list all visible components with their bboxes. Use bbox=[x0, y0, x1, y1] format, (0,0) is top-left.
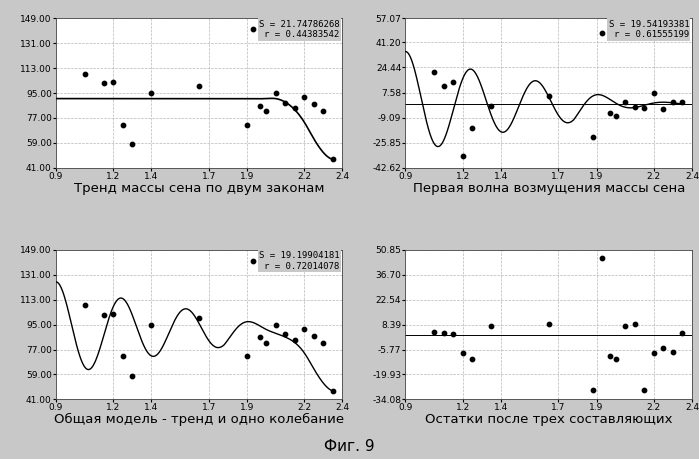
Point bbox=[629, 320, 640, 327]
Point bbox=[79, 302, 90, 309]
Point bbox=[98, 311, 109, 319]
Point bbox=[668, 348, 679, 355]
Point bbox=[639, 104, 650, 111]
Point bbox=[247, 257, 258, 265]
Point bbox=[597, 30, 608, 37]
Point bbox=[308, 332, 319, 339]
Point bbox=[108, 310, 119, 317]
Text: Остатки после трех составляющих: Остатки после трех составляющих bbox=[425, 413, 672, 426]
Text: S = 19.19904181
r = 0.72014078: S = 19.19904181 r = 0.72014078 bbox=[259, 252, 340, 271]
Point bbox=[194, 314, 205, 321]
Point bbox=[247, 26, 258, 33]
Point bbox=[108, 78, 119, 86]
Point bbox=[261, 339, 272, 346]
Point bbox=[298, 325, 310, 332]
Text: S = 21.74786268
r = 0.44383542: S = 21.74786268 r = 0.44383542 bbox=[259, 20, 340, 39]
Point bbox=[270, 321, 281, 328]
Point bbox=[308, 101, 319, 108]
Point bbox=[241, 353, 252, 360]
Point bbox=[677, 98, 688, 105]
Point bbox=[629, 103, 640, 111]
Point bbox=[604, 353, 615, 360]
Point bbox=[677, 330, 688, 337]
Point bbox=[668, 98, 679, 105]
Point bbox=[117, 121, 129, 129]
Point bbox=[254, 333, 266, 341]
Point bbox=[79, 70, 90, 78]
Point bbox=[486, 102, 497, 110]
Point bbox=[648, 349, 659, 356]
Point bbox=[467, 124, 478, 132]
Point bbox=[604, 109, 615, 117]
Point bbox=[146, 90, 157, 97]
Point bbox=[327, 156, 338, 163]
Point bbox=[597, 254, 608, 261]
Point bbox=[619, 323, 630, 330]
Point bbox=[280, 99, 291, 106]
Point bbox=[639, 386, 650, 393]
Point bbox=[428, 69, 440, 76]
Point bbox=[486, 323, 497, 330]
Point bbox=[648, 89, 659, 96]
Point bbox=[98, 80, 109, 87]
Point bbox=[467, 355, 478, 363]
Point bbox=[610, 112, 621, 119]
Point bbox=[587, 386, 598, 393]
Point bbox=[658, 106, 669, 113]
Text: Первая волна возмущения массы сена: Первая волна возмущения массы сена bbox=[412, 181, 685, 195]
Point bbox=[610, 355, 621, 363]
Point bbox=[117, 353, 129, 360]
Text: Общая модель - тренд и одно колебание: Общая модель - тренд и одно колебание bbox=[54, 413, 344, 426]
Point bbox=[318, 339, 329, 346]
Point bbox=[194, 83, 205, 90]
Point bbox=[438, 330, 449, 337]
Point bbox=[447, 330, 459, 338]
Text: Фиг. 9: Фиг. 9 bbox=[324, 439, 375, 454]
Point bbox=[241, 121, 252, 129]
Point bbox=[318, 107, 329, 115]
Point bbox=[543, 93, 554, 100]
Point bbox=[280, 330, 291, 338]
Point bbox=[457, 153, 468, 160]
Point bbox=[289, 336, 301, 343]
Point bbox=[254, 102, 266, 109]
Point bbox=[261, 107, 272, 115]
Point bbox=[619, 99, 630, 106]
Point bbox=[658, 345, 669, 352]
Point bbox=[127, 372, 138, 380]
Point bbox=[428, 329, 440, 336]
Point bbox=[457, 349, 468, 356]
Text: Тренд массы сена по двум законам: Тренд массы сена по двум законам bbox=[74, 181, 324, 195]
Point bbox=[298, 94, 310, 101]
Point bbox=[438, 82, 449, 90]
Point bbox=[327, 387, 338, 395]
Point bbox=[587, 133, 598, 140]
Point bbox=[270, 90, 281, 97]
Point bbox=[543, 320, 554, 327]
Text: S = 19.54193381
r = 0.61555199: S = 19.54193381 r = 0.61555199 bbox=[609, 20, 689, 39]
Point bbox=[447, 78, 459, 86]
Point bbox=[146, 321, 157, 328]
Point bbox=[127, 140, 138, 148]
Point bbox=[289, 105, 301, 112]
